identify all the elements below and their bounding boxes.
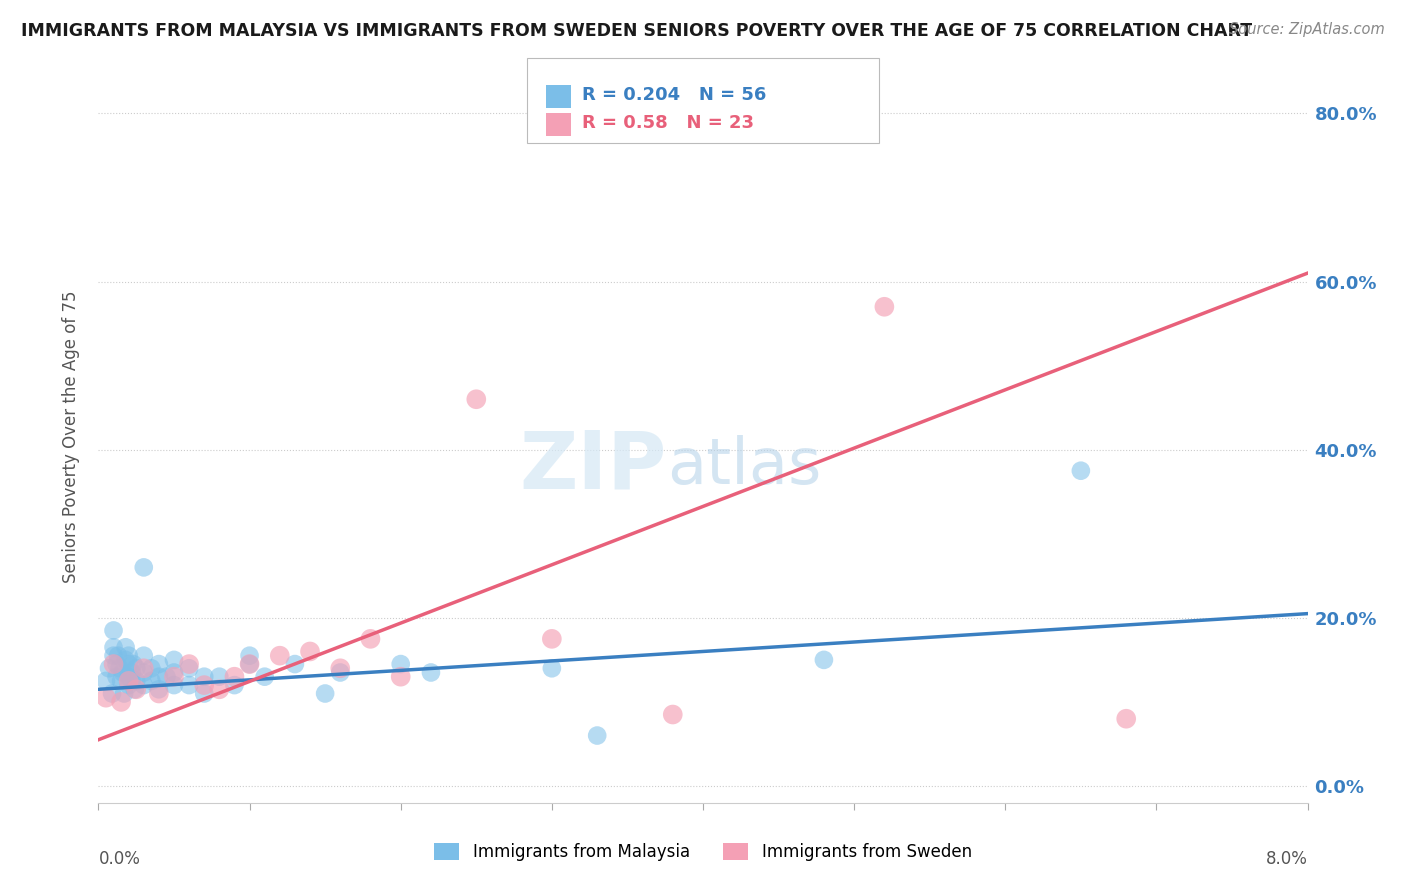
Point — [132, 648, 155, 663]
Point — [148, 670, 170, 684]
Point — [163, 653, 186, 667]
Point — [103, 657, 125, 671]
Point — [132, 560, 155, 574]
Point — [389, 657, 412, 671]
Point — [110, 695, 132, 709]
Point — [141, 673, 163, 688]
Point — [1070, 464, 1092, 478]
Point — [141, 661, 163, 675]
Text: ZIP: ZIP — [519, 427, 666, 506]
Point — [148, 682, 170, 697]
Point — [179, 657, 201, 671]
Point — [253, 670, 276, 684]
Point — [107, 648, 129, 663]
Point — [299, 644, 322, 658]
Point — [540, 661, 562, 675]
Point — [873, 300, 896, 314]
Point — [420, 665, 443, 680]
Point — [118, 678, 141, 692]
Point — [148, 686, 170, 700]
Text: IMMIGRANTS FROM MALAYSIA VS IMMIGRANTS FROM SWEDEN SENIORS POVERTY OVER THE AGE : IMMIGRANTS FROM MALAYSIA VS IMMIGRANTS F… — [21, 22, 1253, 40]
Point — [125, 661, 148, 675]
Point — [121, 665, 143, 680]
Point — [586, 729, 609, 743]
Legend: Immigrants from Malaysia, Immigrants from Sweden: Immigrants from Malaysia, Immigrants fro… — [427, 836, 979, 868]
Point — [360, 632, 382, 646]
Point — [110, 673, 132, 688]
Point — [193, 670, 215, 684]
Point — [105, 670, 128, 684]
Point — [103, 648, 125, 663]
Point — [103, 624, 125, 638]
Point — [125, 682, 148, 697]
Text: atlas: atlas — [666, 435, 821, 498]
Point — [224, 670, 246, 684]
Point — [1115, 712, 1137, 726]
Point — [98, 661, 121, 675]
Point — [329, 665, 352, 680]
Point — [179, 678, 201, 692]
Text: R = 0.58   N = 23: R = 0.58 N = 23 — [582, 114, 754, 132]
Point — [122, 657, 145, 671]
Point — [118, 648, 141, 663]
Point — [269, 648, 291, 663]
Point — [148, 657, 170, 671]
Point — [465, 392, 488, 407]
Point — [329, 661, 352, 675]
Point — [118, 657, 141, 671]
Point — [284, 657, 307, 671]
Point — [108, 661, 131, 675]
Text: Source: ZipAtlas.com: Source: ZipAtlas.com — [1229, 22, 1385, 37]
Point — [208, 670, 231, 684]
Point — [118, 673, 141, 688]
Point — [239, 657, 262, 671]
Point — [163, 670, 186, 684]
Point — [103, 640, 125, 655]
Point — [163, 678, 186, 692]
Point — [540, 632, 562, 646]
Point — [208, 682, 231, 697]
Point — [114, 653, 136, 667]
Point — [224, 678, 246, 692]
Point — [121, 673, 143, 688]
Point — [132, 661, 155, 675]
Point — [193, 686, 215, 700]
Point — [94, 690, 117, 705]
Point — [163, 665, 186, 680]
Point — [112, 686, 135, 700]
Point — [239, 648, 262, 663]
Point — [101, 686, 124, 700]
Point — [94, 673, 117, 688]
Point — [314, 686, 336, 700]
Point — [125, 673, 148, 688]
Point — [114, 640, 136, 655]
Point — [661, 707, 683, 722]
Point — [111, 665, 134, 680]
Text: R = 0.204   N = 56: R = 0.204 N = 56 — [582, 86, 766, 104]
Y-axis label: Seniors Poverty Over the Age of 75: Seniors Poverty Over the Age of 75 — [62, 291, 80, 583]
Point — [118, 670, 141, 684]
Point — [132, 678, 155, 692]
Point — [389, 670, 412, 684]
Point — [179, 661, 201, 675]
Point — [132, 665, 155, 680]
Point — [193, 678, 215, 692]
Point — [155, 670, 177, 684]
Point — [239, 657, 262, 671]
Point — [124, 682, 146, 697]
Text: 8.0%: 8.0% — [1265, 850, 1308, 868]
Text: 0.0%: 0.0% — [98, 850, 141, 868]
Point — [813, 653, 835, 667]
Point — [105, 657, 128, 671]
